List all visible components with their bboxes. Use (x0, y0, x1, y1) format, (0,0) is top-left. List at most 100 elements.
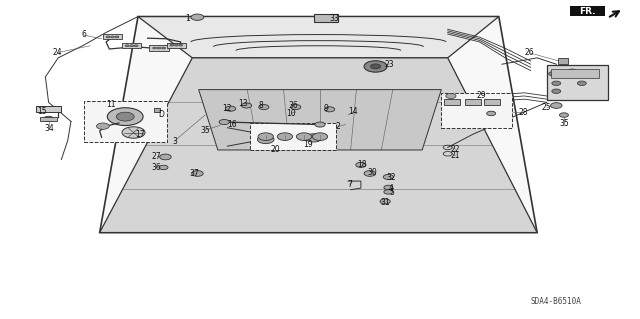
Circle shape (548, 71, 557, 76)
Circle shape (559, 113, 568, 117)
Bar (444, 100, 460, 105)
Text: 2: 2 (335, 122, 340, 131)
Text: 1: 1 (185, 14, 189, 23)
Text: 22: 22 (451, 145, 460, 154)
Text: 16: 16 (228, 120, 237, 129)
Bar (558, 58, 568, 64)
Circle shape (371, 64, 381, 69)
Text: 7: 7 (347, 180, 352, 189)
Circle shape (191, 14, 204, 20)
Circle shape (446, 93, 456, 99)
Bar (84, 101, 167, 142)
Circle shape (219, 120, 229, 124)
Text: 34: 34 (44, 124, 54, 133)
Text: 18: 18 (356, 160, 366, 169)
Text: 21: 21 (451, 151, 460, 160)
Circle shape (364, 171, 376, 176)
Bar (442, 93, 511, 128)
Circle shape (153, 47, 157, 49)
Text: 30: 30 (367, 168, 377, 177)
Text: 8: 8 (259, 101, 264, 110)
Text: 29: 29 (476, 91, 486, 100)
Polygon shape (100, 58, 537, 233)
Text: 20: 20 (271, 145, 280, 154)
Text: 4: 4 (389, 184, 394, 193)
Polygon shape (198, 90, 442, 150)
Circle shape (258, 133, 273, 140)
Text: 32: 32 (387, 173, 396, 182)
Circle shape (106, 36, 110, 38)
Text: SDA4-B6510A: SDA4-B6510A (531, 297, 582, 306)
Bar (36, 106, 61, 113)
Text: 26: 26 (525, 48, 534, 57)
Circle shape (312, 133, 328, 140)
Circle shape (364, 61, 387, 72)
Circle shape (160, 154, 172, 160)
Circle shape (277, 133, 292, 140)
Polygon shape (138, 17, 499, 58)
Circle shape (384, 190, 393, 194)
Text: 11: 11 (106, 100, 116, 109)
Circle shape (305, 134, 322, 142)
Text: 6: 6 (81, 31, 86, 40)
Text: 28: 28 (518, 108, 528, 117)
Text: 24: 24 (52, 48, 61, 57)
Polygon shape (100, 17, 537, 233)
Bar (150, 46, 169, 50)
Text: 25: 25 (542, 103, 552, 112)
Text: 17: 17 (135, 130, 145, 139)
Circle shape (111, 36, 115, 38)
Text: 31: 31 (380, 197, 390, 207)
Text: 36: 36 (288, 101, 298, 110)
Circle shape (384, 185, 393, 190)
Circle shape (108, 108, 143, 125)
Circle shape (296, 133, 312, 140)
Circle shape (568, 69, 577, 73)
Bar (551, 69, 599, 78)
Circle shape (122, 127, 145, 138)
Bar (314, 14, 338, 22)
Circle shape (44, 116, 54, 122)
Text: 9: 9 (324, 104, 329, 113)
Text: 35: 35 (200, 126, 210, 135)
Text: 14: 14 (348, 108, 358, 116)
Text: 5: 5 (389, 188, 394, 197)
Bar (250, 123, 336, 150)
Text: 23: 23 (384, 60, 394, 69)
Circle shape (170, 44, 173, 46)
Bar (154, 108, 161, 113)
Bar (122, 43, 141, 48)
Circle shape (587, 71, 596, 76)
Text: 33: 33 (329, 14, 339, 23)
Text: 27: 27 (152, 152, 161, 161)
Circle shape (179, 44, 182, 46)
Text: 37: 37 (189, 169, 199, 178)
Text: 3: 3 (172, 137, 177, 145)
Circle shape (552, 89, 561, 93)
Text: 36: 36 (152, 163, 161, 172)
Circle shape (259, 105, 269, 110)
Circle shape (162, 47, 166, 49)
Text: 19: 19 (304, 140, 314, 149)
Text: 13: 13 (239, 99, 248, 108)
Circle shape (291, 105, 301, 110)
Circle shape (116, 112, 134, 121)
Circle shape (191, 171, 203, 176)
Text: 35: 35 (559, 119, 569, 129)
Circle shape (125, 45, 129, 47)
Bar (103, 34, 122, 40)
Circle shape (159, 165, 168, 170)
Circle shape (315, 122, 325, 127)
Circle shape (225, 106, 236, 111)
Circle shape (174, 44, 178, 46)
Circle shape (130, 45, 134, 47)
Circle shape (577, 81, 586, 85)
Bar (167, 43, 186, 48)
Circle shape (550, 103, 562, 108)
Text: D: D (159, 110, 164, 119)
Circle shape (486, 111, 495, 116)
Text: 15: 15 (36, 107, 46, 116)
Circle shape (241, 103, 252, 108)
Circle shape (383, 174, 394, 180)
Circle shape (257, 135, 274, 144)
